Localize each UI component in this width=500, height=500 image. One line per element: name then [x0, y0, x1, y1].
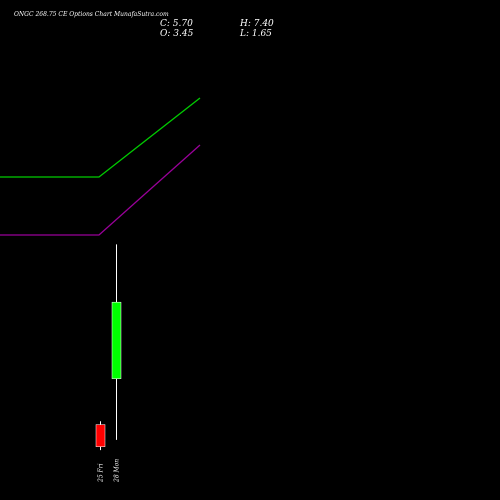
high-value: H: 7.40: [240, 19, 274, 29]
open-value: O: 3.45: [160, 29, 194, 39]
overlay-line-2: [0, 144, 201, 236]
overlay-line-1: [0, 97, 201, 178]
candle-body-2: [111, 301, 122, 379]
low-value: L: 1.65: [240, 29, 272, 39]
x-tick-label-1: 25 Fri: [98, 463, 105, 483]
chart-title: ONGC 268.75 CE Options Chart MunafaSutra…: [14, 11, 169, 18]
close-value: C: 5.70: [160, 19, 193, 29]
candle-body-1: [95, 424, 106, 447]
x-tick-label-2: 28 Mon: [114, 459, 121, 483]
